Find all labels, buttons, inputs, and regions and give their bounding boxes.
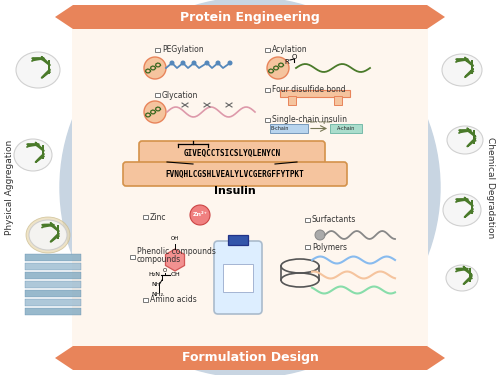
Bar — [143, 215, 148, 219]
Bar — [270, 124, 308, 133]
Bar — [25, 254, 81, 261]
Ellipse shape — [16, 52, 60, 88]
Ellipse shape — [14, 139, 52, 171]
Polygon shape — [55, 5, 73, 29]
Text: Four disulfide bond: Four disulfide bond — [272, 86, 345, 94]
Text: linker region: linker region — [306, 120, 332, 124]
Bar — [25, 308, 81, 315]
Text: O: O — [292, 54, 296, 60]
Bar — [25, 263, 81, 270]
Circle shape — [205, 61, 209, 65]
Circle shape — [228, 61, 232, 65]
Bar — [73, 346, 427, 370]
Ellipse shape — [26, 217, 70, 253]
Circle shape — [170, 61, 174, 65]
Bar — [305, 218, 310, 222]
Polygon shape — [427, 346, 445, 370]
Ellipse shape — [442, 54, 482, 86]
FancyBboxPatch shape — [214, 241, 262, 314]
Text: OH: OH — [171, 273, 181, 278]
Circle shape — [216, 61, 220, 65]
FancyBboxPatch shape — [139, 141, 325, 165]
Text: Zinc: Zinc — [150, 213, 166, 222]
Ellipse shape — [446, 265, 478, 291]
Text: B-chain: B-chain — [271, 126, 289, 131]
Circle shape — [315, 230, 325, 240]
Text: Physical Aggregation: Physical Aggregation — [6, 140, 15, 235]
Bar — [130, 255, 134, 259]
Text: GIVEQCCTSICSLYQLENYCN: GIVEQCCTSICSLYQLENYCN — [184, 148, 280, 158]
Circle shape — [144, 57, 166, 79]
FancyBboxPatch shape — [123, 162, 347, 186]
Text: Polymers: Polymers — [312, 243, 347, 252]
Text: H₂N: H₂N — [148, 273, 160, 278]
Polygon shape — [166, 249, 184, 271]
Bar — [73, 5, 427, 29]
Ellipse shape — [447, 126, 483, 154]
Bar — [334, 96, 342, 105]
Text: Chemical Degradation: Chemical Degradation — [486, 137, 494, 238]
Text: PEGylation: PEGylation — [162, 45, 203, 54]
Bar — [155, 48, 160, 52]
Text: Phenolic compounds: Phenolic compounds — [137, 248, 216, 256]
Text: R: R — [284, 59, 290, 65]
Bar — [265, 88, 270, 92]
Bar — [223, 264, 253, 292]
Text: A-chain: A-chain — [337, 126, 355, 131]
Bar — [25, 281, 81, 288]
Text: NH₂: NH₂ — [151, 292, 163, 297]
Bar — [228, 235, 248, 245]
Circle shape — [267, 57, 289, 79]
Text: Single-chain insulin: Single-chain insulin — [272, 116, 347, 124]
Circle shape — [192, 61, 196, 65]
Ellipse shape — [29, 220, 67, 250]
Text: OH: OH — [171, 236, 179, 241]
Polygon shape — [55, 346, 73, 370]
Text: Zn²⁺: Zn²⁺ — [192, 213, 208, 217]
Text: FVNQHLCGSHLVEALYLVCGERGFFYTPKT: FVNQHLCGSHLVEALYLVCGERGFFYTPKT — [166, 170, 304, 178]
Text: O: O — [163, 267, 167, 273]
Circle shape — [181, 61, 185, 65]
Bar — [330, 124, 362, 133]
Text: Amino acids: Amino acids — [150, 296, 197, 304]
Ellipse shape — [443, 194, 481, 226]
Bar — [25, 299, 81, 306]
FancyBboxPatch shape — [72, 20, 428, 355]
Text: Acylation: Acylation — [272, 45, 308, 54]
Text: Protein Engineering: Protein Engineering — [180, 10, 320, 24]
Bar — [143, 298, 148, 302]
Text: Surfactants: Surfactants — [312, 216, 356, 225]
Bar — [305, 245, 310, 249]
Bar — [155, 93, 160, 97]
Text: Insulin: Insulin — [214, 186, 256, 196]
Circle shape — [144, 101, 166, 123]
Bar — [265, 118, 270, 122]
Bar — [280, 90, 350, 97]
Bar — [288, 96, 296, 105]
Bar — [25, 290, 81, 297]
Text: Formulation Design: Formulation Design — [182, 351, 318, 364]
Circle shape — [190, 205, 210, 225]
Circle shape — [60, 0, 440, 375]
Bar — [265, 48, 270, 52]
Polygon shape — [427, 5, 445, 29]
Text: Glycation: Glycation — [162, 90, 198, 99]
Text: NH: NH — [151, 282, 160, 288]
Text: compounds: compounds — [137, 255, 181, 264]
Bar — [25, 272, 81, 279]
